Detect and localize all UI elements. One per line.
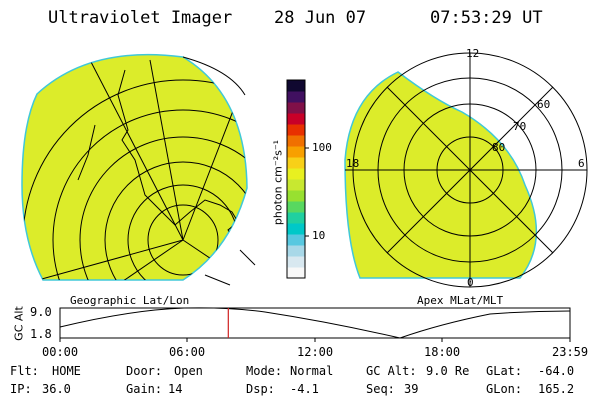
colorbar-step xyxy=(287,102,305,114)
instrument-title: Ultraviolet Imager xyxy=(48,8,233,28)
altitude-x-tick: 06:00 xyxy=(169,345,206,359)
colorbar-step xyxy=(287,256,305,268)
mlt-label-12: 12 xyxy=(466,47,480,60)
gain-value: 14 xyxy=(168,382,183,396)
mlat-label-60: 60 xyxy=(537,98,551,111)
altitude-y-tick-min: 1.8 xyxy=(30,327,52,341)
mlt-label-18: 18 xyxy=(346,157,360,170)
altitude-axis-label: GC Alt xyxy=(12,306,26,341)
colorbar-step xyxy=(287,212,305,224)
glon-key: GLon: xyxy=(486,382,523,396)
colorbar-step xyxy=(287,168,305,180)
colorbar-step xyxy=(287,201,305,213)
dsp-key: Dsp: xyxy=(246,382,275,396)
right-panel-label: Apex MLat/MLT xyxy=(417,294,504,307)
coastline xyxy=(77,124,96,181)
colorbar-step xyxy=(287,179,305,191)
uv-intensity-region-polar xyxy=(344,71,538,279)
longitude-line xyxy=(22,239,184,280)
left-panel-label: Geographic Lat/Lon xyxy=(70,294,190,307)
colorbar-step xyxy=(287,234,305,246)
mlat-label-70: 70 xyxy=(513,120,527,133)
mlt-line xyxy=(386,86,554,254)
seq-value: 39 xyxy=(404,382,419,396)
altitude-x-tick: 18:00 xyxy=(424,345,461,359)
colorbar-step xyxy=(287,135,305,147)
colorbar-step xyxy=(287,124,305,136)
colorbar-step xyxy=(287,113,305,125)
gain-key: Gain: xyxy=(126,382,163,396)
glat-value: -64.0 xyxy=(538,364,575,378)
door-key: Door: xyxy=(126,364,163,378)
longitude-line xyxy=(149,59,184,241)
altitude-x-tick: 12:00 xyxy=(297,345,334,359)
mlt-label-6: 6 xyxy=(578,157,585,170)
gc-alt-value: 9.0 Re xyxy=(426,364,470,378)
colorbar-tick-10: 10 xyxy=(312,229,326,242)
colorbar-step xyxy=(287,190,305,202)
mlt-label-0: 0 xyxy=(467,276,474,289)
time-label: 07:53:29 UT xyxy=(430,8,543,28)
colorbar-step xyxy=(287,91,305,103)
glon-value: 165.2 xyxy=(538,382,575,396)
latitude-circle xyxy=(147,204,219,276)
longitude-line xyxy=(109,239,184,280)
latitude-circle xyxy=(104,161,247,280)
date-label: 28 Jun 07 xyxy=(274,8,367,28)
colorbar-step xyxy=(287,267,305,279)
altitude-x-tick: 00:00 xyxy=(42,345,79,359)
mlat-label-80: 80 xyxy=(492,141,506,154)
mode-value: Normal xyxy=(290,364,334,378)
longitude-line xyxy=(89,59,184,241)
door-value: Open xyxy=(174,364,203,378)
dsp-value: -4.1 xyxy=(290,382,319,396)
gc-alt-key: GC Alt: xyxy=(366,364,417,378)
latitude-circle xyxy=(52,109,247,280)
colorbar-step xyxy=(287,146,305,158)
colorbar-step xyxy=(287,157,305,169)
colorbar-tick-100: 100 xyxy=(312,141,332,154)
glat-key: GLat: xyxy=(486,364,523,378)
uv-intensity-region xyxy=(21,53,248,281)
flight-key: Flt: xyxy=(10,364,39,378)
ip-key: IP: xyxy=(10,382,32,396)
colorbar-step xyxy=(287,223,305,235)
colorbar-step xyxy=(287,245,305,257)
altitude-y-tick-max: 9.0 xyxy=(30,305,52,319)
colorbar-step xyxy=(287,80,305,92)
coastline-outside xyxy=(182,56,256,286)
altitude-curve xyxy=(59,307,571,339)
ip-value: 36.0 xyxy=(42,382,71,396)
altitude-x-tick: 23:59 xyxy=(552,345,589,359)
seq-key: Seq: xyxy=(366,382,395,396)
mode-key: Mode: xyxy=(246,364,283,378)
latitude-circle xyxy=(79,136,247,280)
flight-value: HOME xyxy=(52,364,81,378)
